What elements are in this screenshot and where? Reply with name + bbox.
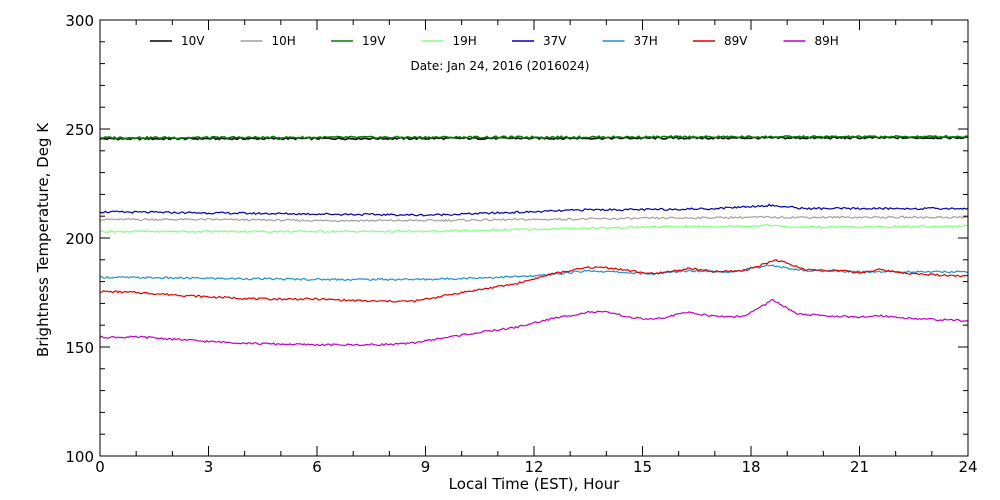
series-line-37v — [99, 203, 969, 217]
series-line-19h — [99, 223, 969, 234]
y-axis-title: Brightness Temperature, Deg K — [34, 122, 52, 357]
x-tick-label: 0 — [95, 458, 105, 476]
x-tick-label: 15 — [633, 458, 652, 476]
x-tick-label: 18 — [741, 458, 760, 476]
legend-layer: 10V 10H 19V 19H 37V 37H 89V 89H — [150, 34, 839, 48]
x-tick-label: 9 — [421, 458, 431, 476]
legend-label-89h: 89H — [815, 34, 839, 48]
x-tick-label: 12 — [524, 458, 543, 476]
legend-label-37h: 37H — [634, 34, 658, 48]
legend-label-10v: 10V — [181, 34, 205, 48]
axes-layer: 0 3 6 9 12 15 18 21 24 100 150 200 250 300 — [65, 12, 977, 476]
x-tick-label: 6 — [312, 458, 322, 476]
y-tick-label: 200 — [65, 230, 94, 248]
series-layer — [99, 134, 969, 347]
date-annotation: Date: Jan 24, 2016 (2016024) — [411, 59, 590, 73]
x-axis-title: Local Time (EST), Hour — [449, 475, 620, 493]
legend-label-10h: 10H — [272, 34, 296, 48]
series-line-10h — [99, 215, 969, 223]
legend-label-37v: 37V — [543, 34, 567, 48]
series-line-89v — [100, 259, 969, 303]
series-line-19v — [99, 134, 969, 140]
legend-label-19v: 19V — [362, 34, 386, 48]
series-line-89h — [99, 298, 969, 347]
y-tick-label: 300 — [65, 12, 94, 30]
series-line-37h — [99, 264, 969, 282]
x-tick-label: 3 — [204, 458, 214, 476]
y-tick-label: 100 — [65, 448, 94, 466]
y-tick-label: 150 — [65, 339, 94, 357]
x-tick-label: 24 — [958, 458, 977, 476]
x-tick-label: 21 — [850, 458, 869, 476]
y-tick-label: 250 — [65, 121, 94, 139]
legend-label-19h: 19H — [453, 34, 477, 48]
legend-label-89v: 89V — [724, 34, 748, 48]
